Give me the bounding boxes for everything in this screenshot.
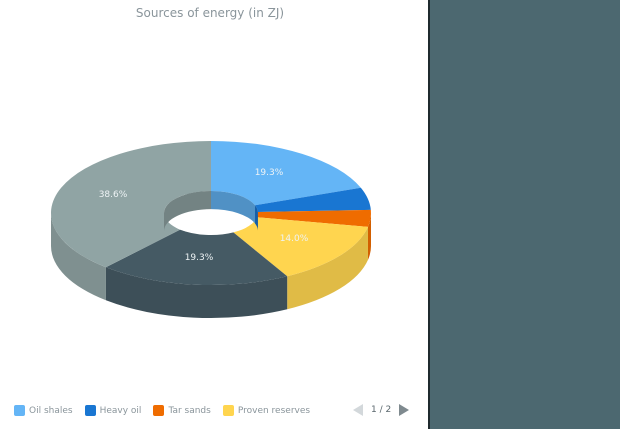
legend-item-tar-sands[interactable]: Tar sands: [153, 405, 211, 416]
slice-value-label: 19.3%: [185, 253, 214, 263]
legend-pager: 1 / 2: [353, 404, 410, 416]
slice-side[interactable]: [50, 213, 106, 301]
swatch-icon: [84, 405, 96, 416]
legend-label: Oil shales: [29, 405, 73, 416]
legend-label: Proven reserves: [237, 405, 311, 416]
slice-top[interactable]: [257, 209, 372, 227]
slice-value-label: 14.0%: [280, 234, 309, 244]
legend-page-indicator: 1 / 2: [371, 405, 392, 415]
chart-title: Sources of energy (in ZJ): [135, 6, 285, 20]
slice-side[interactable]: [287, 226, 368, 310]
next-page-arrow-icon[interactable]: [399, 404, 410, 416]
legend-item-proven-reserves[interactable]: Proven reserves: [222, 405, 311, 416]
slice-side[interactable]: [367, 213, 371, 260]
chart-area: Sources of energy (in ZJ) 19.3% 14.0% 19.3…: [14, 6, 410, 416]
swatch-icon: [153, 405, 165, 416]
legend-label: Tar sands: [168, 405, 211, 416]
legend-item-oil-shales[interactable]: Oil shales: [14, 405, 73, 416]
donut-chart: 19.3% 14.0% 19.3% 38.6%: [50, 141, 372, 318]
swatch-icon: [14, 405, 25, 416]
slice-value-label: 38.6%: [99, 190, 128, 200]
slice-top[interactable]: [255, 187, 371, 213]
side-panel: [428, 0, 620, 429]
legend-label: Heavy oil: [99, 405, 142, 416]
legend: Oil shales Heavy oil Tar sands Proven re…: [14, 405, 322, 416]
slice-top[interactable]: [211, 141, 361, 206]
prev-page-arrow-icon[interactable]: [353, 404, 363, 416]
slice-value-label: 19.3%: [255, 168, 284, 178]
slice-top[interactable]: [105, 229, 288, 285]
swatch-icon: [222, 405, 234, 416]
slice-top[interactable]: [51, 141, 212, 268]
slice-top[interactable]: [233, 217, 368, 277]
legend-item-heavy-oil[interactable]: Heavy oil: [84, 405, 142, 416]
slice-side[interactable]: [105, 267, 288, 318]
